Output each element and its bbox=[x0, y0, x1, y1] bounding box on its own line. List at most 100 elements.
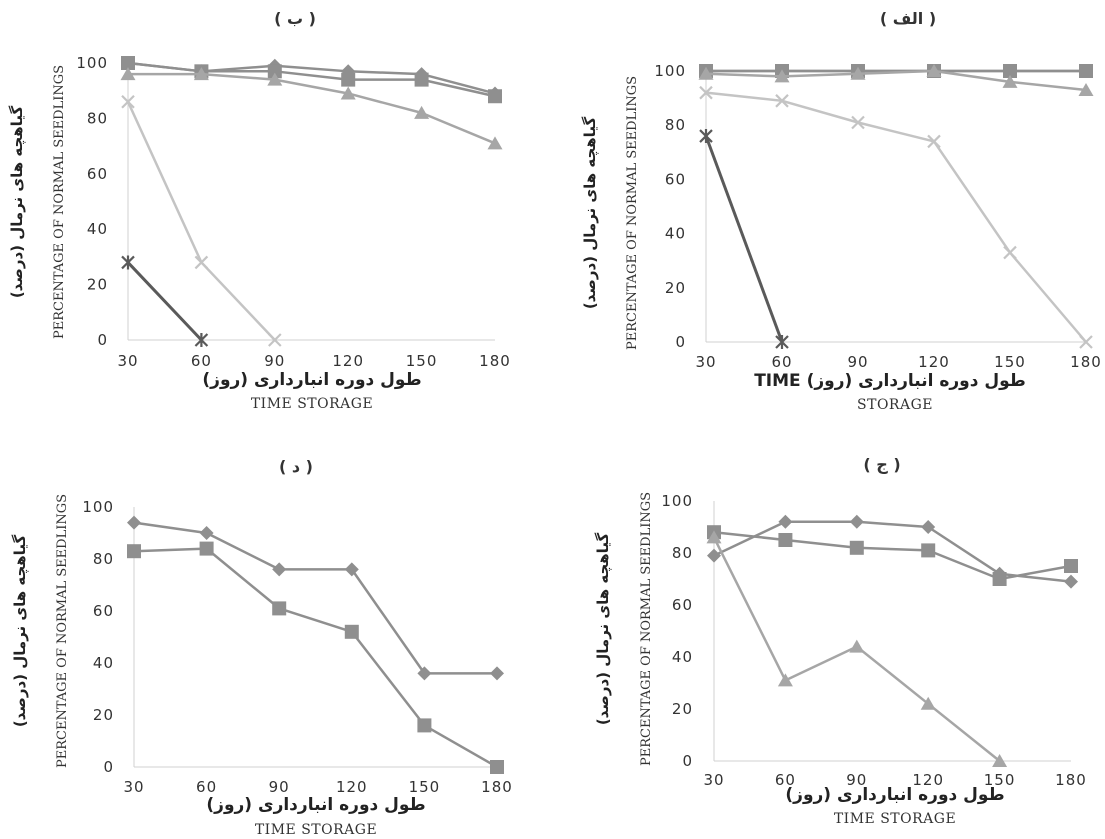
triangle-marker bbox=[1078, 82, 1094, 96]
triangle-marker bbox=[992, 754, 1008, 767]
x-tick-label: 150 bbox=[994, 353, 1026, 371]
x-marker bbox=[121, 95, 135, 109]
x-tick-label: 90 bbox=[846, 771, 867, 789]
x-axis-title-persian: طول دوره انبارداری (روز) bbox=[202, 370, 421, 390]
series-star bbox=[121, 255, 209, 347]
panel-b: ( ب ) 30 60 90 120 150 180 0 20 40 60 80 100 طول دوره… bbox=[8, 9, 511, 412]
x-axis-title-persian: TIME (طول دوره انبارداری (روز bbox=[754, 371, 1026, 391]
series-diamond bbox=[127, 515, 504, 681]
square-marker bbox=[488, 89, 502, 104]
x-tick-label: 120 bbox=[332, 352, 364, 370]
y-tick-label: 0 bbox=[97, 331, 108, 349]
triangle-marker bbox=[120, 67, 136, 81]
x-tick-label: 150 bbox=[984, 771, 1016, 789]
triangle-marker bbox=[487, 136, 503, 150]
x-tick-label: 60 bbox=[771, 353, 792, 371]
series-x bbox=[121, 95, 282, 347]
triangle-marker bbox=[777, 673, 793, 687]
series-triangle bbox=[706, 530, 1008, 767]
x-tick-label: 90 bbox=[269, 778, 290, 796]
x-marker bbox=[775, 94, 789, 108]
series-line bbox=[704, 135, 784, 343]
panel-title: ( الف ) bbox=[880, 9, 936, 28]
square-marker bbox=[414, 72, 429, 87]
panel-alef: ( الف ) 30 60 90 120 150 180 0 20 40 60 80 100 TIME (… bbox=[581, 9, 1101, 413]
y-axis-title-english: PERCENTAGE OF NORMAL SEEDLINGS bbox=[55, 494, 70, 768]
triangle-marker bbox=[774, 69, 790, 83]
x-marker bbox=[851, 115, 865, 130]
triangle-marker bbox=[920, 696, 936, 710]
x-marker bbox=[1003, 245, 1017, 260]
x-tick-label: 180 bbox=[1055, 771, 1087, 789]
series-line bbox=[713, 530, 1072, 581]
x-axis-title-persian: طول دوره انبارداری (روز) bbox=[785, 785, 1004, 805]
square-marker bbox=[267, 64, 282, 79]
series-line bbox=[133, 521, 497, 675]
square-marker bbox=[1003, 64, 1017, 78]
y-tick-label: 80 bbox=[87, 109, 108, 127]
y-tick-label: 80 bbox=[93, 550, 114, 568]
square-marker bbox=[127, 544, 141, 559]
series-x bbox=[699, 85, 1093, 349]
triangle-marker bbox=[193, 67, 209, 81]
diamond-marker bbox=[707, 548, 721, 563]
y-tick-label: 60 bbox=[93, 602, 114, 620]
series-line bbox=[126, 261, 203, 342]
x-tick-label: 180 bbox=[479, 352, 511, 370]
panel-title: ( د ) bbox=[279, 457, 313, 476]
y-tick-label: 0 bbox=[103, 758, 114, 776]
triangle-marker bbox=[340, 86, 356, 100]
square-marker bbox=[272, 601, 287, 616]
x-tick-label: 30 bbox=[123, 778, 144, 796]
y-axis-title-english: PERCENTAGE OF NORMAL SEEDLINGS bbox=[625, 76, 640, 350]
series-line bbox=[713, 520, 1072, 583]
square-marker bbox=[121, 56, 135, 70]
panel-title: ( ج ) bbox=[863, 455, 900, 474]
series-square bbox=[121, 56, 502, 104]
series-diamond bbox=[121, 56, 502, 101]
x-axis-title-english: TIME STORAGE bbox=[255, 822, 377, 838]
diamond-marker bbox=[849, 514, 864, 529]
y-tick-label: 100 bbox=[82, 498, 114, 516]
triangle-marker bbox=[267, 72, 283, 86]
x-tick-label: 60 bbox=[191, 352, 212, 370]
triangle-marker bbox=[1002, 74, 1018, 88]
y-tick-label: 20 bbox=[93, 706, 114, 724]
y-tick-label: 100 bbox=[654, 62, 686, 80]
diamond-marker bbox=[778, 514, 793, 529]
x-tick-label: 60 bbox=[775, 771, 796, 789]
x-tick-label: 120 bbox=[336, 778, 368, 796]
triangle-marker bbox=[414, 105, 430, 119]
diamond-marker bbox=[921, 520, 936, 534]
series-star bbox=[699, 129, 789, 349]
x-tick-label: 150 bbox=[409, 778, 441, 796]
series-square bbox=[707, 525, 1078, 586]
x-tick-label: 120 bbox=[918, 353, 950, 371]
y-tick-label: 0 bbox=[682, 752, 693, 770]
x-tick-label: 90 bbox=[264, 352, 285, 370]
x-tick-label: 60 bbox=[196, 778, 217, 796]
x-axis-title-english: TIME STORAGE bbox=[834, 811, 956, 827]
x-tick-label: 180 bbox=[481, 778, 513, 796]
diamond-marker bbox=[272, 562, 287, 577]
series-line bbox=[705, 91, 1087, 343]
y-tick-label: 20 bbox=[672, 700, 693, 718]
x-marker bbox=[927, 134, 941, 149]
y-axis-title-persian: گیاهچه های نرمال (درصد) bbox=[11, 535, 30, 728]
x-tick-label: 30 bbox=[117, 352, 138, 370]
x-marker bbox=[699, 85, 713, 100]
series-line bbox=[127, 61, 496, 98]
asterisk-marker bbox=[121, 255, 135, 270]
y-axis-title-english: PERCENTAGE OF NORMAL SEEDLINGS bbox=[639, 492, 654, 766]
x-axis-title-persian: طول دوره انبارداری (روز) bbox=[206, 795, 425, 815]
diamond-marker bbox=[1064, 574, 1078, 589]
panel-title: ( ب ) bbox=[274, 9, 316, 28]
series-diamond bbox=[707, 514, 1078, 589]
x-axis-title-english: STORAGE bbox=[857, 397, 933, 413]
triangle-marker bbox=[850, 66, 866, 80]
square-marker bbox=[199, 541, 214, 556]
triangle-marker bbox=[706, 530, 722, 544]
x-tick-label: 120 bbox=[912, 771, 944, 789]
square-marker bbox=[921, 543, 936, 558]
